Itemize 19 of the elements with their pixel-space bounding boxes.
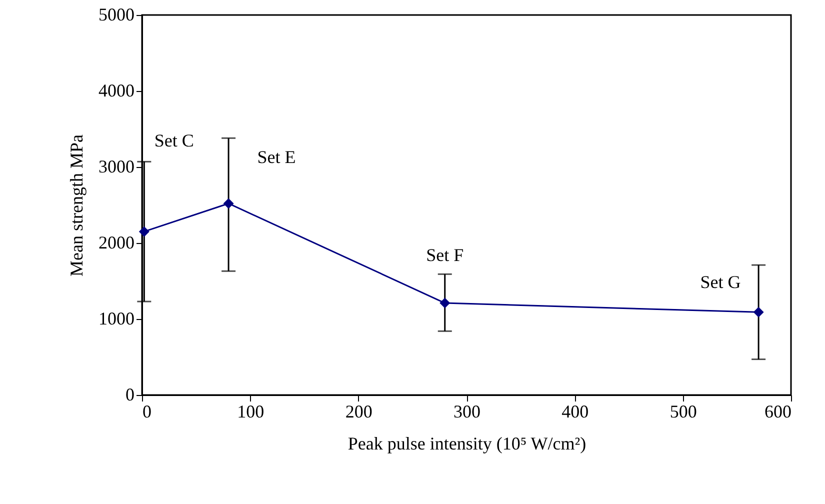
x-tick-label: 200 — [345, 402, 372, 422]
y-tick-label: 0 — [126, 384, 134, 404]
x-tick-label: 100 — [237, 402, 264, 422]
y-tick-label: 1000 — [98, 308, 134, 328]
x-tick-label: 400 — [562, 402, 589, 422]
annotation: Set G — [700, 272, 741, 292]
y-axis-title: Mean strength MPa — [66, 134, 86, 276]
x-tick-label: 500 — [670, 402, 697, 422]
annotation: Set C — [154, 130, 194, 151]
x-tick-label: 0 — [142, 402, 152, 422]
y-tick-label: 3000 — [98, 156, 134, 176]
x-axis-title: Peak pulse intensity (10⁵ W/cm²) — [348, 434, 586, 454]
y-tick-label: 5000 — [98, 4, 134, 24]
y-tick-label: 2000 — [98, 232, 134, 252]
annotation: Set F — [426, 245, 464, 266]
x-tick-label: 600 — [764, 402, 792, 422]
x-tick-label: 300 — [454, 402, 480, 422]
y-tick-label: 4000 — [98, 80, 134, 100]
annotation: Set E — [257, 147, 296, 168]
